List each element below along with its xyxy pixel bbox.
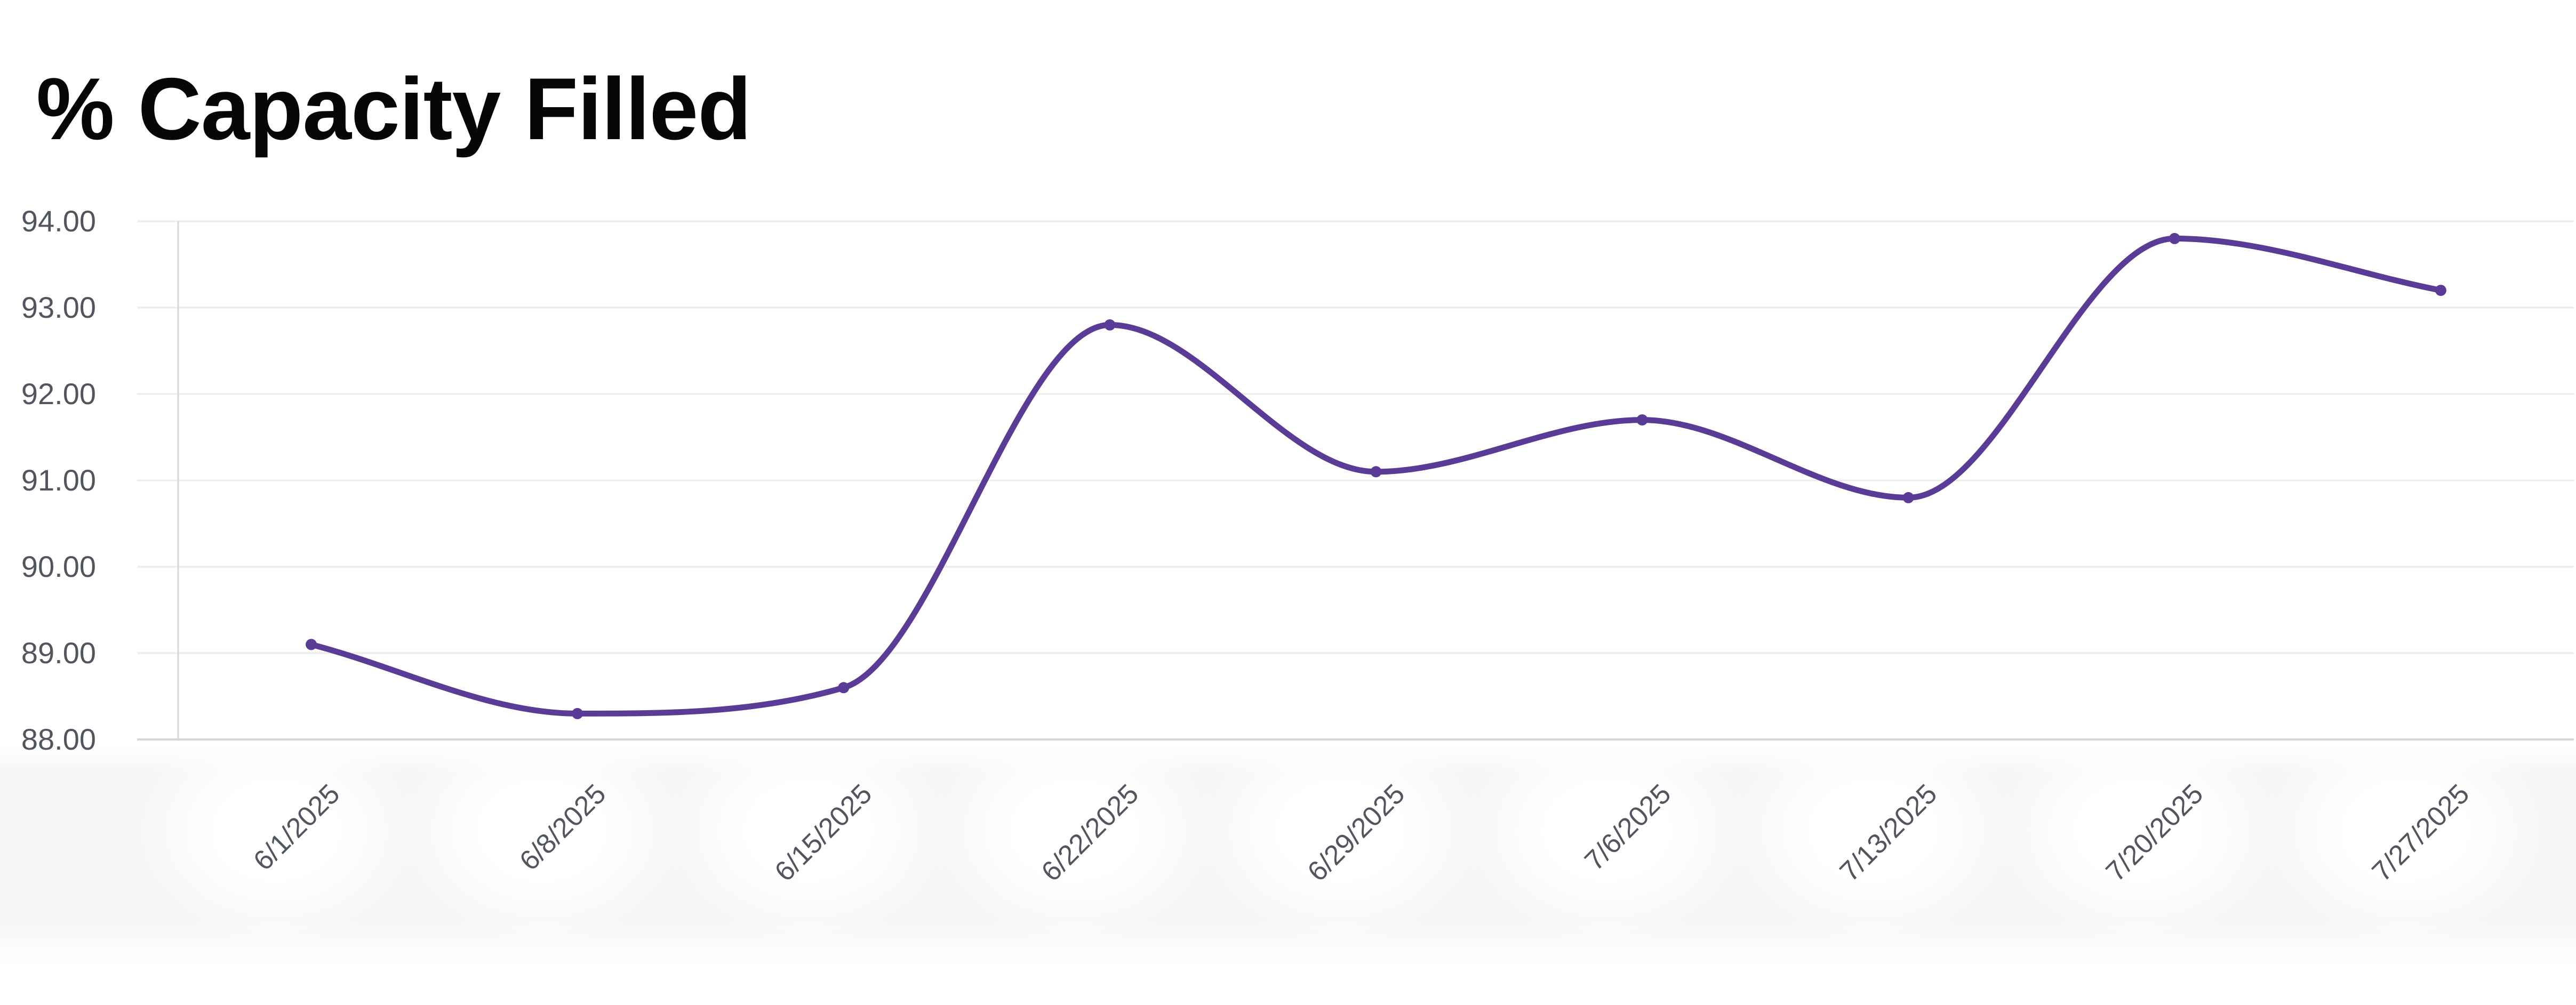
data-point <box>572 707 583 719</box>
x-label-halo <box>925 744 1224 948</box>
x-label-halo <box>659 744 958 948</box>
chart-title: % Capacity Filled <box>36 60 751 158</box>
data-point <box>1636 414 1648 426</box>
x-label-halo <box>393 744 692 948</box>
data-point <box>2169 232 2180 244</box>
x-label-halo <box>2256 744 2555 948</box>
x-label-halo <box>1191 744 1490 948</box>
x-label-halo <box>1990 744 2289 948</box>
series-line <box>308 235 2444 717</box>
x-axis-halo-strip <box>0 744 2576 966</box>
data-point <box>1902 492 1914 503</box>
data-point <box>1370 466 1382 478</box>
y-tick-label: 92.00 <box>21 377 96 411</box>
data-point <box>2435 285 2446 296</box>
data-point <box>1104 319 1116 331</box>
x-label-halo <box>126 744 426 948</box>
data-point <box>306 639 317 650</box>
y-tick-label: 91.00 <box>21 463 96 497</box>
data-point <box>838 682 850 694</box>
y-tick-label: 89.00 <box>21 636 96 670</box>
y-tick-label: 90.00 <box>21 550 96 583</box>
y-tick-label: 93.00 <box>21 291 96 324</box>
y-tick-label: 88.00 <box>21 722 96 756</box>
x-label-halo <box>1458 744 1757 948</box>
y-tick-label: 94.00 <box>21 204 96 238</box>
x-label-halo <box>1724 744 2023 948</box>
